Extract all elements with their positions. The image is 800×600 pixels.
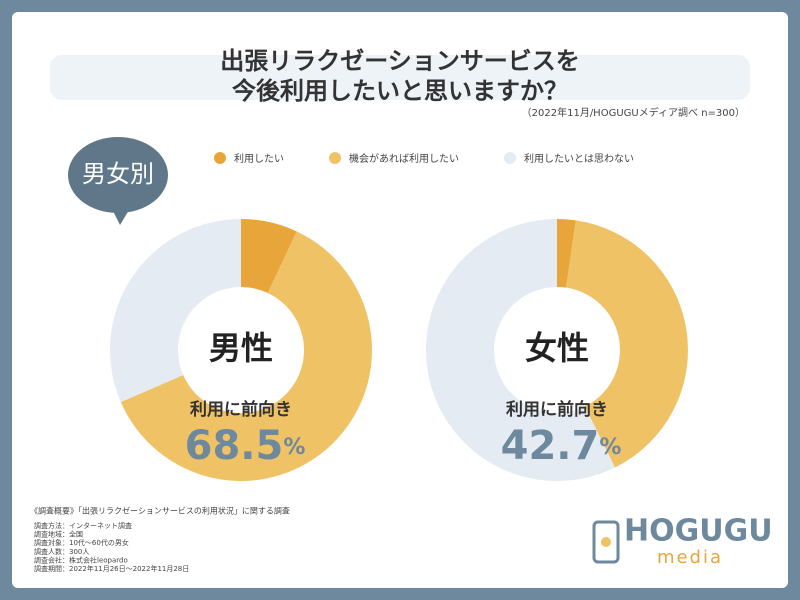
logo-icon [592, 520, 620, 564]
badge-bubble [68, 137, 168, 213]
legend-swatch [329, 152, 341, 164]
legend-label: 利用したい [234, 153, 284, 165]
legend-label: 利用したいとは思わない [524, 153, 634, 165]
donut-slice [566, 220, 688, 468]
logo-name: HOGUGU [624, 514, 773, 549]
logo-sub: media [657, 547, 723, 568]
survey-line: 調査方法：インターネット調査 [34, 521, 132, 530]
survey-heading: 《調査概要》「出張リラクゼーションサービスの利用状況」に関する調査 [30, 506, 290, 516]
title-box [50, 55, 750, 100]
legend-swatch [504, 152, 516, 164]
logo-icon [601, 537, 611, 547]
logo: HOGUGU media [592, 514, 773, 568]
survey-line: 調査地域：全国 [34, 530, 83, 539]
survey-line: 調査会社：株式会社leopardo [34, 555, 128, 564]
summary-label: 利用に前向き [506, 399, 608, 420]
summary-value: 68.5% [185, 423, 306, 469]
badge-tail [110, 205, 132, 225]
survey-line: 調査対象：10代〜60代の男女 [34, 538, 129, 547]
legend-swatch [214, 152, 226, 164]
legend-label: 機会があれば利用したい [349, 152, 459, 165]
donut-slice [120, 231, 372, 481]
badge: 男女別 [82, 160, 154, 188]
summary-value: 42.7% [501, 423, 622, 469]
summary-label: 利用に前向き [190, 399, 292, 420]
source: （2022年11月/HOGUGUメディア調べ n=300） [522, 106, 745, 119]
summary-number: 42.7 [501, 423, 600, 469]
survey-line: 調査人数：300人 [34, 547, 89, 556]
summary-number: 68.5 [185, 423, 284, 469]
donut-slice [241, 219, 297, 293]
donut-title: 女性 [525, 329, 589, 367]
donut-slice [109, 219, 241, 403]
summary-unit: % [283, 435, 305, 460]
donut-title: 男性 [209, 329, 273, 367]
donut-slice [557, 219, 576, 288]
donut-slice [426, 219, 616, 481]
survey-line: 調査期間：2022年11月26日〜2022年11月28日 [34, 564, 189, 573]
title: 今後利用したいと思いますか？ [232, 77, 568, 105]
title: 出張リラクゼーションサービスを [220, 47, 580, 75]
summary-unit: % [599, 435, 621, 460]
